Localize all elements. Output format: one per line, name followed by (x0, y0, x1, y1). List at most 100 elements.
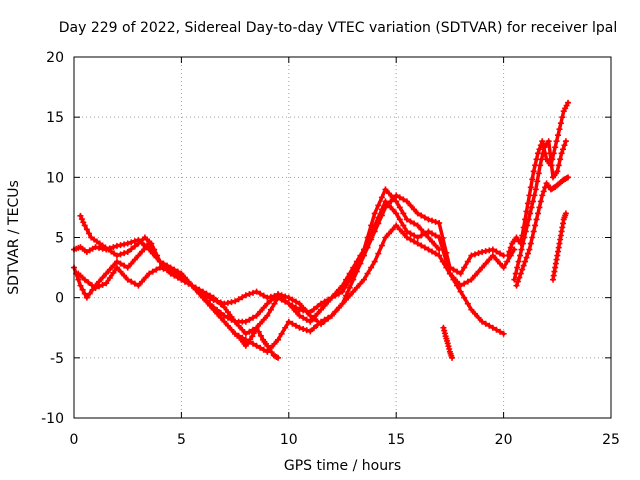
data-point (353, 284, 360, 291)
data-point (425, 228, 432, 235)
data-point (221, 318, 228, 325)
data-point (414, 240, 421, 247)
data-point (178, 276, 185, 283)
data-point (121, 262, 128, 269)
data-point (536, 204, 543, 211)
data-point (396, 216, 403, 223)
data-point (292, 308, 299, 315)
data-point (78, 216, 85, 223)
data-point (482, 320, 489, 327)
data-point (253, 342, 260, 349)
data-point (131, 280, 138, 287)
data-point (539, 138, 546, 145)
data-point (289, 320, 296, 327)
data-point (523, 254, 530, 261)
data-point (214, 297, 221, 304)
data-point (518, 246, 525, 253)
data-point (479, 248, 486, 255)
data-point (275, 294, 282, 301)
data-point (554, 168, 561, 175)
data-point (239, 326, 246, 333)
data-point (81, 290, 88, 297)
data-point (275, 354, 282, 361)
data-point (174, 268, 181, 275)
data-point (88, 282, 95, 289)
data-point (375, 250, 382, 257)
data-point (296, 300, 303, 307)
data-point (461, 294, 468, 301)
data-point (386, 190, 393, 197)
data-point (106, 275, 113, 282)
data-point (224, 322, 231, 329)
data-point (282, 324, 289, 331)
data-point (486, 322, 493, 329)
data-point (522, 228, 529, 235)
data-point (128, 278, 135, 285)
series-track-5 (232, 324, 282, 361)
data-point (350, 264, 357, 271)
data-point (266, 346, 273, 353)
y-tick-label: 10 (46, 170, 64, 186)
data-point (527, 184, 534, 191)
data-point (217, 301, 224, 308)
data-point (224, 309, 231, 316)
data-point (253, 312, 260, 319)
data-point (461, 264, 468, 271)
data-point (185, 280, 192, 287)
data-point (257, 308, 264, 315)
data-point (378, 242, 385, 249)
data-point (516, 274, 523, 281)
grid (74, 57, 611, 418)
data-point (217, 314, 224, 321)
data-point (534, 178, 541, 185)
data-point (92, 244, 99, 251)
x-tick-label: 15 (387, 432, 405, 448)
data-point (429, 230, 435, 237)
data-point (203, 290, 210, 297)
data-point (497, 260, 504, 267)
data-point (403, 216, 410, 223)
data-point (403, 234, 410, 241)
data-point (128, 260, 135, 267)
data-point (357, 280, 364, 287)
data-point (532, 186, 539, 193)
data-point (489, 252, 496, 259)
data-point (81, 222, 88, 229)
data-point (537, 198, 544, 205)
y-tick-label: 15 (46, 110, 64, 126)
data-point (411, 232, 418, 239)
data-point (264, 294, 271, 301)
data-point (210, 294, 217, 301)
data-point (514, 264, 521, 271)
data-point (264, 300, 271, 307)
data-point (475, 250, 482, 257)
data-point (268, 349, 275, 356)
data-point (396, 204, 403, 211)
data-point (325, 314, 332, 321)
data-point (156, 264, 163, 271)
plot-frame (73, 56, 612, 419)
data-point (303, 308, 310, 315)
data-point (321, 302, 328, 309)
data-point (110, 269, 117, 276)
data-point (257, 290, 264, 297)
data-point (242, 318, 249, 325)
data-point (389, 196, 396, 203)
data-point (106, 266, 113, 273)
data-point (389, 206, 396, 213)
data-point (371, 258, 378, 265)
data-point (303, 327, 310, 334)
data-point (124, 248, 131, 255)
data-point (103, 270, 110, 277)
data-point (128, 239, 135, 246)
data-point (449, 354, 456, 361)
data-point (454, 268, 461, 275)
data-point (432, 218, 439, 225)
data-point (332, 308, 339, 315)
data-point (253, 288, 260, 295)
data-point (253, 324, 260, 331)
data-point (171, 271, 178, 278)
data-point (96, 283, 103, 290)
y-tick-label: -5 (50, 351, 64, 367)
data-point (555, 132, 562, 139)
